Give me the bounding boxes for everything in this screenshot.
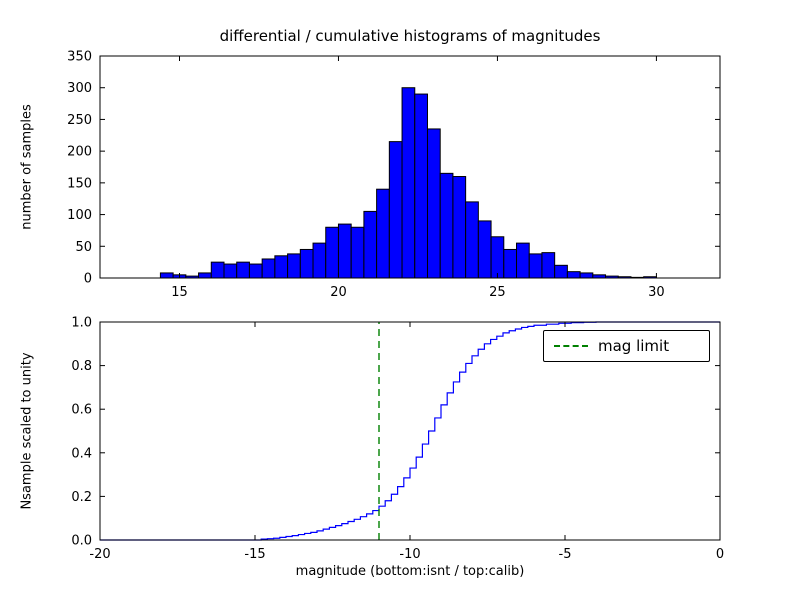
histogram-bar [299,248,314,279]
y-tick-label: 0.4 [71,446,92,461]
histogram-bar [159,272,174,279]
axes-frame [99,55,721,279]
y-tick-label: 0.2 [71,490,92,505]
y-tick-label: 150 [67,176,92,191]
histogram-bar [401,87,416,279]
histogram-bar [426,128,441,279]
histogram-bar [528,253,543,279]
histogram-bar [210,261,225,279]
y-tick-label: 0 [84,272,92,287]
histogram-bar [261,258,276,279]
histogram-bar [388,141,403,279]
y-tick-label: 50 [75,240,92,255]
histogram-bar [198,272,212,279]
x-tick-label: -15 [244,547,265,562]
histogram-bar [516,242,530,279]
y-tick-label: 0.6 [71,403,92,418]
y-tick-label: 250 [67,113,92,128]
x-tick-label: -10 [399,547,420,562]
cumulative-line [100,321,720,541]
histogram-bar [439,172,454,279]
axes-ticks: -20 -15 -10 -5 0 0.0 0.2 0.4 0.6 0.8 1.0 [71,316,724,563]
x-tick-label: 15 [171,285,188,300]
histogram-bar [248,263,263,279]
histogram-bar [236,261,250,279]
x-tick-label: 0 [716,547,724,562]
top-y-axis-label: number of samples [19,104,35,230]
histogram-bar [274,255,289,279]
histogram-bar [223,263,238,279]
histogram-bars [159,87,657,279]
histogram-bar [503,248,518,279]
histogram-bar [490,236,505,279]
histogram-bar [337,223,352,279]
histogram-bar [363,210,378,279]
y-tick-label: 0.8 [71,359,92,374]
x-tick-label: -20 [89,547,110,562]
y-tick-label: 0.0 [71,534,92,549]
histogram-bar [350,226,365,279]
y-tick-label: 1.0 [71,316,92,331]
y-tick-label: 350 [67,50,92,65]
histogram-bar [452,176,467,279]
y-tick-label: 300 [67,81,92,96]
bottom-y-axis-label: Nsample scaled to unity [19,352,35,510]
bottom-x-axis-label: magnitude (bottom:isnt / top:calib) [295,564,525,579]
histogram-bar [287,253,301,279]
bottom-axes: -20 -15 -10 -5 0 0.0 0.2 0.4 0.6 0.8 1.0 [71,316,724,563]
figure-title: differential / cumulative histograms of … [219,27,601,45]
histogram-bar [414,93,428,279]
axes-frame [99,321,721,541]
histogram-bar [465,201,479,279]
x-tick-label: 30 [648,285,665,300]
legend-box: mag limit [543,330,710,362]
x-tick-label: 25 [489,285,506,300]
x-tick-label: -5 [559,547,572,562]
y-tick-label: 100 [67,208,92,223]
x-tick-label: 20 [330,285,347,300]
histogram-bar [541,252,556,279]
legend-label: mag limit [598,337,670,355]
histogram-bar [554,264,568,279]
histogram-bar [312,242,327,279]
mag-limit-line-sample [554,345,588,347]
histogram-bar [579,272,594,279]
y-tick-label: 200 [67,145,92,160]
histogram-bar [477,220,492,279]
histogram-bar [325,226,339,279]
histogram-bar [566,271,581,279]
histogram-bar [376,188,390,279]
